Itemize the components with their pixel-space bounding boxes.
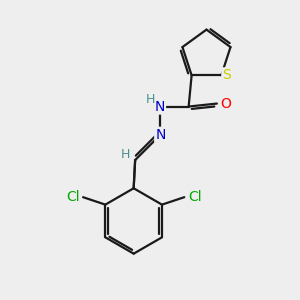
Text: H: H: [145, 94, 155, 106]
Text: S: S: [222, 68, 231, 82]
Text: H: H: [121, 148, 130, 161]
Text: N: N: [154, 100, 165, 113]
Text: Cl: Cl: [66, 190, 80, 204]
Text: Cl: Cl: [188, 190, 202, 204]
Text: N: N: [155, 128, 166, 142]
Text: O: O: [220, 97, 231, 111]
